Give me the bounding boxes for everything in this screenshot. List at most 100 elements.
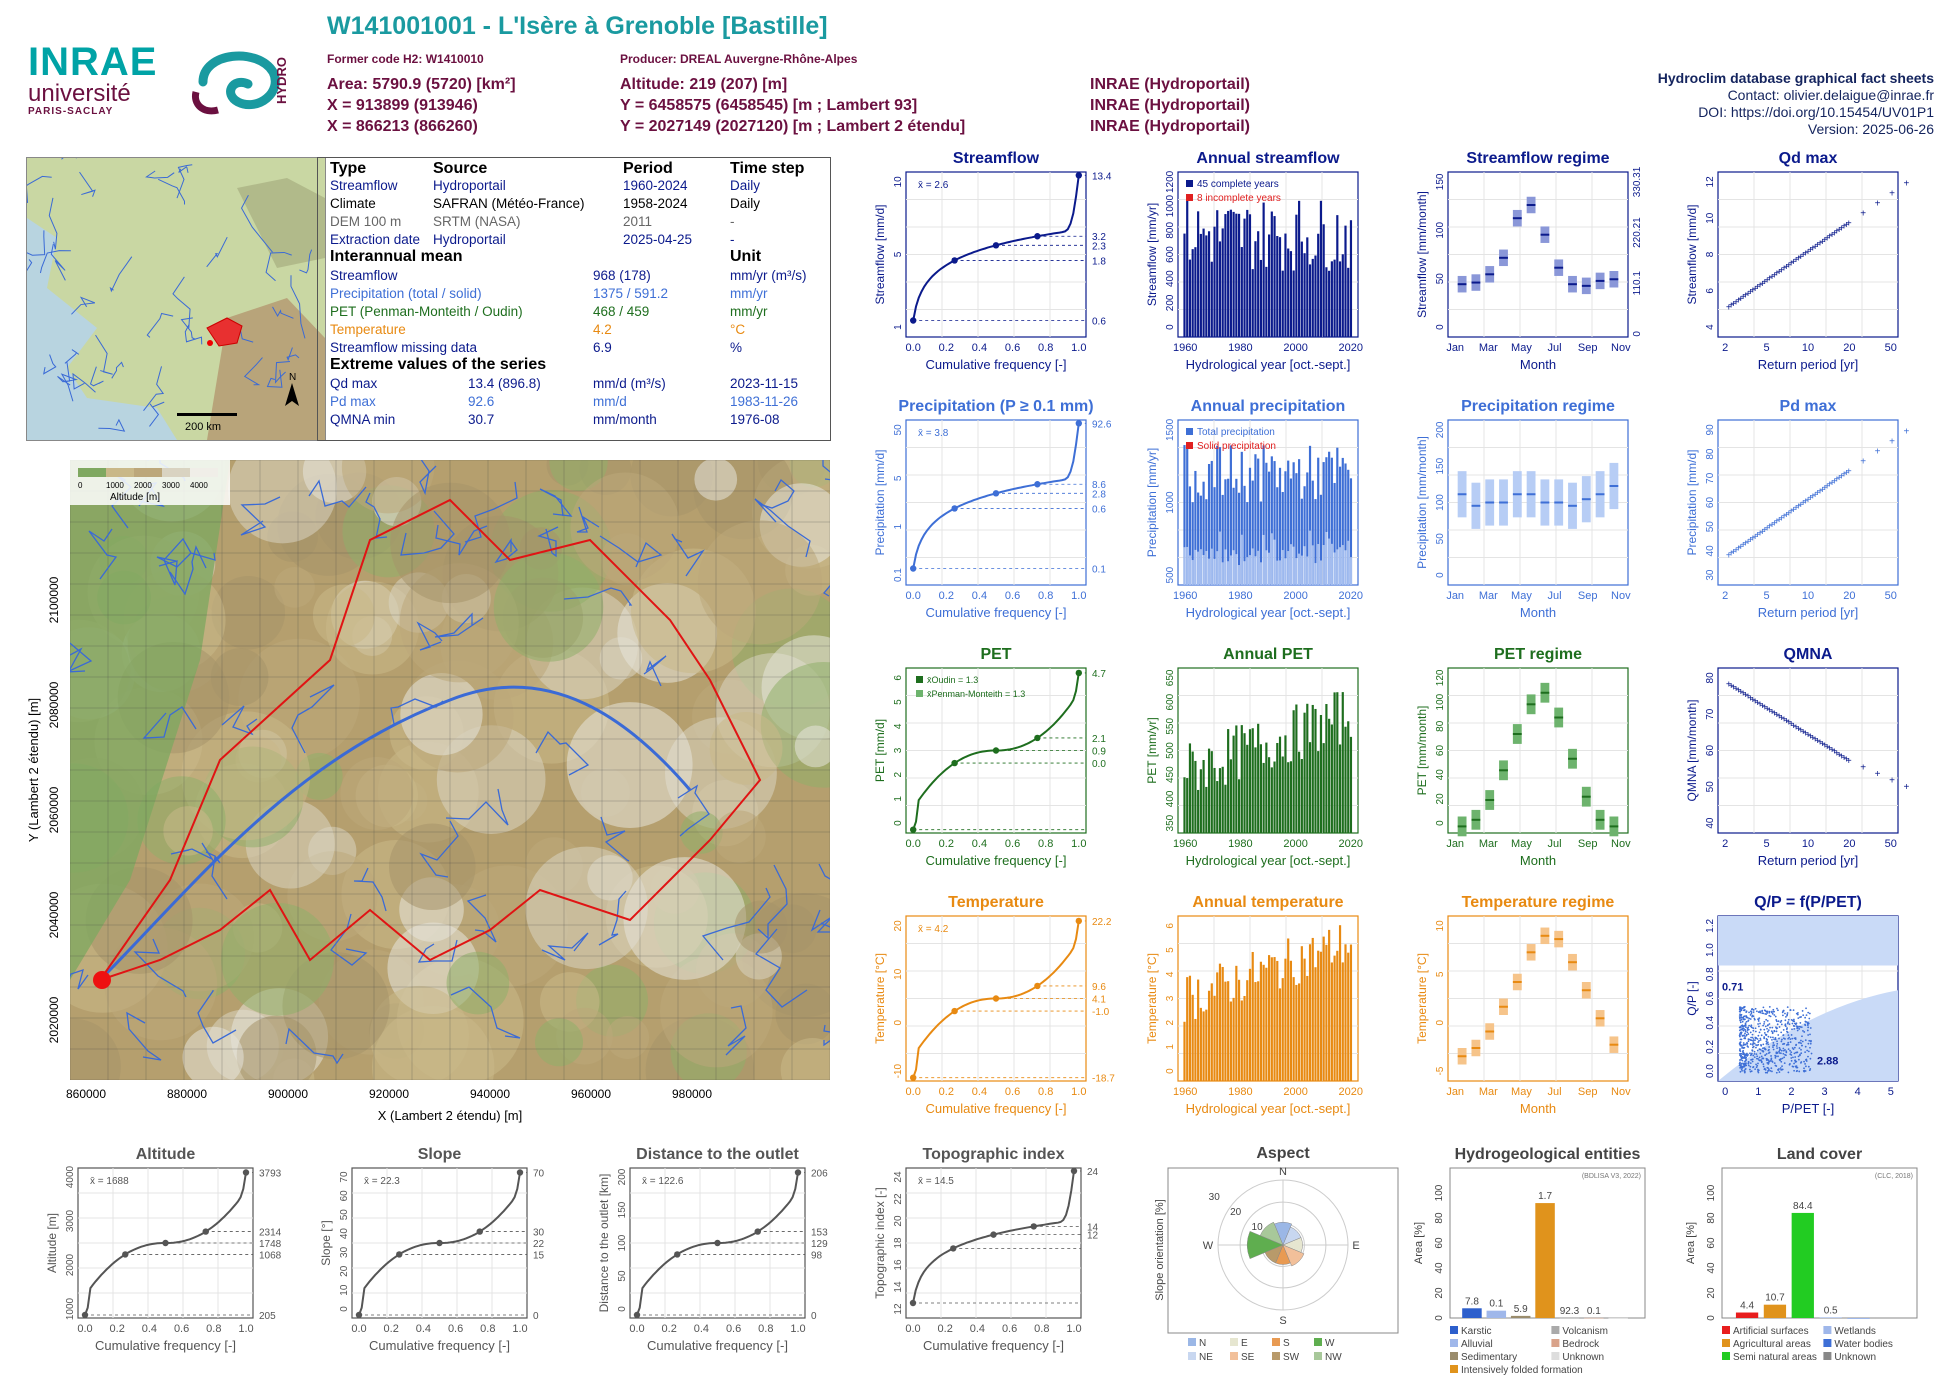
qp-point: [1774, 1037, 1777, 1039]
annual-bar: [1308, 264, 1312, 337]
qp-point: [1792, 1020, 1795, 1023]
annual-bar: [1273, 761, 1276, 833]
qp-point: [1792, 1009, 1795, 1012]
map-river: [88, 528, 118, 580]
annual-bar: [1328, 929, 1331, 1081]
qp-point: [1772, 1042, 1775, 1044]
rp-point: +: [1795, 254, 1801, 265]
y-tick: 0.2: [1705, 1040, 1716, 1054]
annual-bar-secondary: [1281, 550, 1284, 585]
qp-point: [1742, 1006, 1745, 1009]
qp-point: [1752, 1029, 1755, 1032]
qp-point: [1745, 1010, 1748, 1013]
chart-title: Hydrogeological entities: [1455, 1146, 1641, 1163]
qp-point: [1792, 1024, 1795, 1027]
altitude-legend-swatch: [190, 468, 218, 477]
qp-point: [1806, 1024, 1809, 1027]
rp-point: +: [1731, 299, 1737, 310]
quantile-point: [355, 1311, 363, 1319]
qp-point: [1806, 1029, 1809, 1032]
rp-point: +: [1769, 707, 1775, 718]
qp-point: [1742, 1044, 1745, 1046]
qp-point: [1739, 1038, 1742, 1041]
quantile-point: [436, 1239, 443, 1247]
catchment-map: 0 1000 2000 3000 4000 Altitude [m]: [19, 414, 887, 1129]
mean-label: x̄ = 3.8: [918, 428, 949, 439]
annual-bar-secondary: [1268, 552, 1271, 585]
rp-point: +: [1786, 718, 1792, 729]
qp-point: [1744, 1068, 1747, 1071]
info-cell: mm/month: [593, 412, 657, 427]
annual-bar: [1289, 761, 1293, 833]
plot-frame: [629, 1167, 806, 1319]
qp-point: [1741, 1027, 1744, 1030]
qp-point: [1800, 1044, 1803, 1047]
annual-bar: [1295, 984, 1298, 1081]
annual-bar: [1232, 487, 1235, 585]
rp-point: +: [1735, 296, 1741, 307]
info-cell: Streamflow: [330, 178, 398, 193]
terrain-patch: [709, 711, 783, 785]
qp-point: [1766, 1042, 1768, 1044]
regime-box: [1512, 724, 1522, 744]
qp-point: [1743, 1062, 1746, 1065]
x-tick: 2: [1722, 590, 1728, 602]
x-tick: 20: [1843, 342, 1855, 354]
qp-point: [1800, 1042, 1802, 1045]
annual-bar: [1199, 1007, 1202, 1081]
x-tick: 1.0: [790, 1323, 805, 1335]
qp-point: [1739, 1070, 1742, 1073]
annual-bar: [1221, 228, 1224, 337]
annual-bar-secondary: [1207, 558, 1211, 585]
rp-point: +: [1791, 721, 1797, 732]
terrain-patch: [775, 983, 837, 1045]
qp-point: [1739, 1007, 1742, 1009]
annual-bar-secondary: [1224, 549, 1227, 585]
qp-point: [1738, 1006, 1741, 1009]
annual-bar: [1199, 495, 1202, 585]
terrain-patch: [660, 954, 773, 1068]
db-doi[interactable]: DOI: https://doi.org/10.15454/UV01P1: [1698, 104, 1934, 120]
qp-point: [1740, 1016, 1743, 1019]
qp-point: [1739, 1006, 1742, 1009]
y-tick: 6: [1705, 288, 1716, 294]
logos: INRAE université PARIS-SACLAY HYDRO: [28, 42, 289, 122]
qp-point: [1793, 1062, 1795, 1065]
chart-title: Q/P = f(P/PET): [1754, 894, 1862, 911]
qp-point: [1781, 1011, 1784, 1014]
info-cell: SRTM (NASA): [433, 214, 521, 229]
terrain-patch: [390, 482, 511, 604]
x-axis-label: Hydrological year [oct.-sept.]: [1186, 357, 1351, 372]
quantile-point: [951, 1007, 958, 1015]
annual-bar-secondary: [1218, 531, 1222, 585]
y-tick: 100: [617, 1234, 628, 1251]
qp-point: [1797, 1017, 1800, 1020]
info-cell: Hydroportail: [433, 178, 506, 193]
quantile-point: [1075, 669, 1083, 677]
qp-point: [1739, 1066, 1742, 1069]
x-tick: May: [1511, 342, 1532, 354]
page-title: W141001001 - L'Isère à Grenoble [Bastill…: [327, 12, 828, 40]
qp-point: [1782, 1047, 1785, 1050]
y-tick: 50: [1705, 521, 1716, 533]
annual-bar: [1205, 786, 1208, 833]
qp-point: [1743, 1071, 1746, 1074]
qp-point: [1767, 1063, 1770, 1065]
qp-point: [1757, 1062, 1759, 1065]
y-axis-label: Temperature [°C]: [1415, 953, 1429, 1044]
legend-entry: S: [1283, 1338, 1290, 1349]
annual-bar-secondary: [1276, 560, 1279, 585]
x-tick: Nov: [1611, 838, 1631, 850]
qp-point: [1766, 1041, 1769, 1044]
mean-label: x̄ = 2.6: [918, 180, 949, 191]
quantile-point: [476, 1228, 483, 1235]
chart-title: PET: [980, 646, 1011, 663]
qp-point: [1743, 1006, 1746, 1009]
x-tick: 10: [1802, 838, 1814, 850]
db-contact[interactable]: Contact: olivier.delaigue@inrae.fr: [1727, 87, 1934, 103]
legend-swatch: [1230, 1352, 1238, 1360]
qp-point: [1742, 1065, 1745, 1068]
legend-swatch: [1314, 1352, 1322, 1360]
regime-box: [1554, 259, 1564, 276]
qp-point: [1803, 1069, 1806, 1072]
